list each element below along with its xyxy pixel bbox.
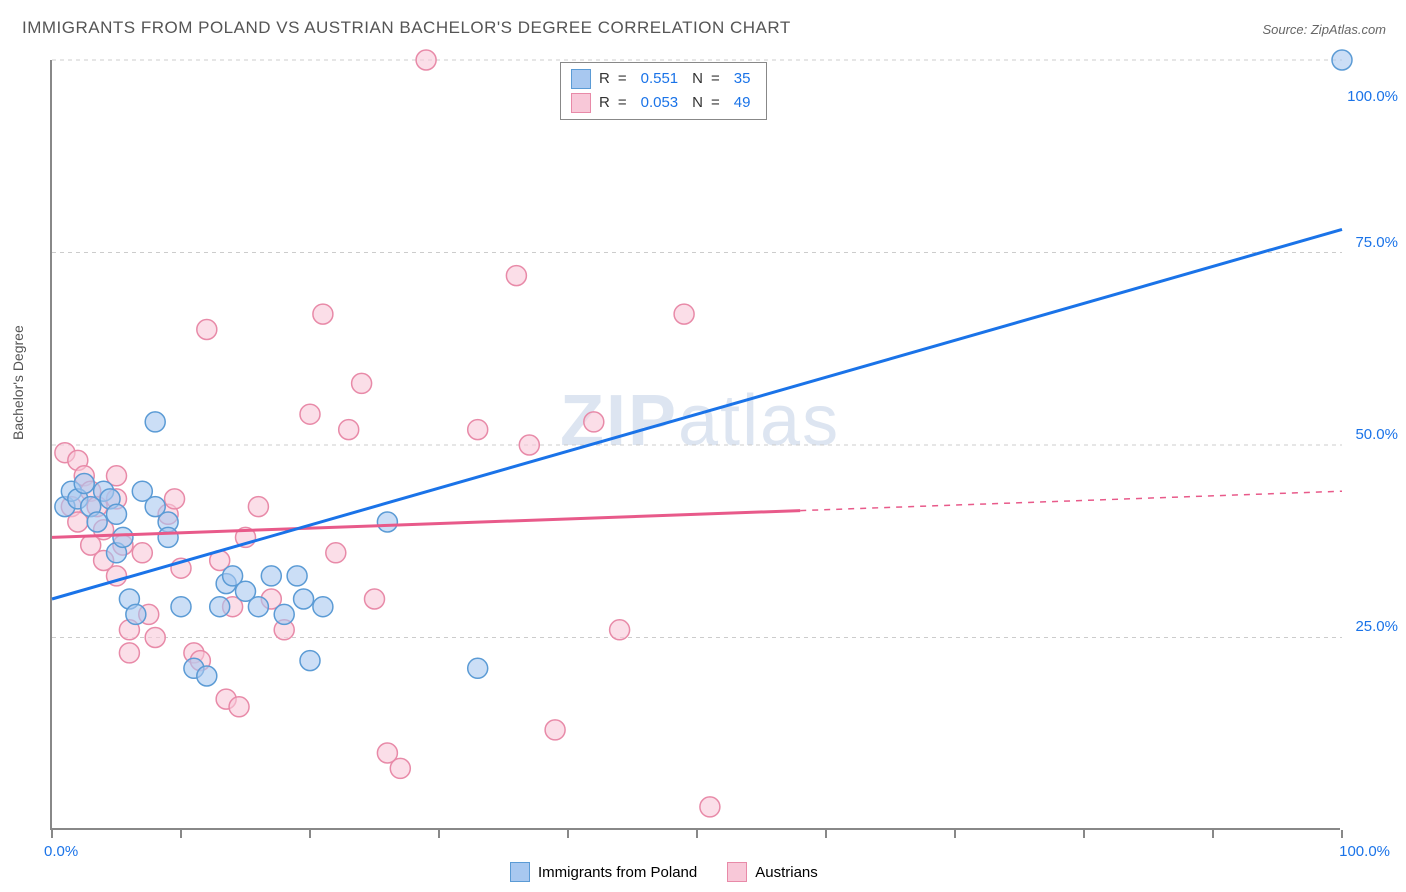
n-value-a: 35: [734, 67, 751, 91]
plot-area: [50, 60, 1340, 830]
r-value-b: 0.053: [641, 91, 679, 115]
legend-item-series-a: Immigrants from Poland: [510, 862, 697, 882]
y-tick-25: 25.0%: [1355, 618, 1398, 635]
legend-series: Immigrants from Poland Austrians: [510, 862, 818, 882]
swatch-series-b-icon: [727, 862, 747, 882]
legend-item-series-b: Austrians: [727, 862, 818, 882]
legend-correlation: R = 0.551 N = 35 R = 0.053 N = 49: [560, 62, 767, 120]
swatch-series-b: [571, 93, 591, 113]
series-b-name: Austrians: [755, 864, 818, 881]
swatch-series-a: [571, 69, 591, 89]
x-tick-100: 100.0%: [1339, 843, 1390, 860]
swatch-series-a-icon: [510, 862, 530, 882]
legend-row-series-b: R = 0.053 N = 49: [571, 91, 756, 115]
y-tick-75: 75.0%: [1355, 234, 1398, 251]
n-label: N: [692, 67, 703, 91]
y-axis-label: Bachelor's Degree: [10, 325, 26, 440]
r-label: R: [599, 67, 610, 91]
legend-row-series-a: R = 0.551 N = 35: [571, 67, 756, 91]
series-a-name: Immigrants from Poland: [538, 864, 697, 881]
chart-title: IMMIGRANTS FROM POLAND VS AUSTRIAN BACHE…: [22, 18, 791, 38]
scatter-plot-svg: [52, 60, 1340, 828]
n-value-b: 49: [734, 91, 751, 115]
source-attribution: Source: ZipAtlas.com: [1262, 22, 1386, 37]
r-value-a: 0.551: [641, 67, 679, 91]
y-tick-100: 100.0%: [1347, 88, 1398, 105]
y-tick-50: 50.0%: [1355, 426, 1398, 443]
x-tick-0: 0.0%: [44, 843, 78, 860]
